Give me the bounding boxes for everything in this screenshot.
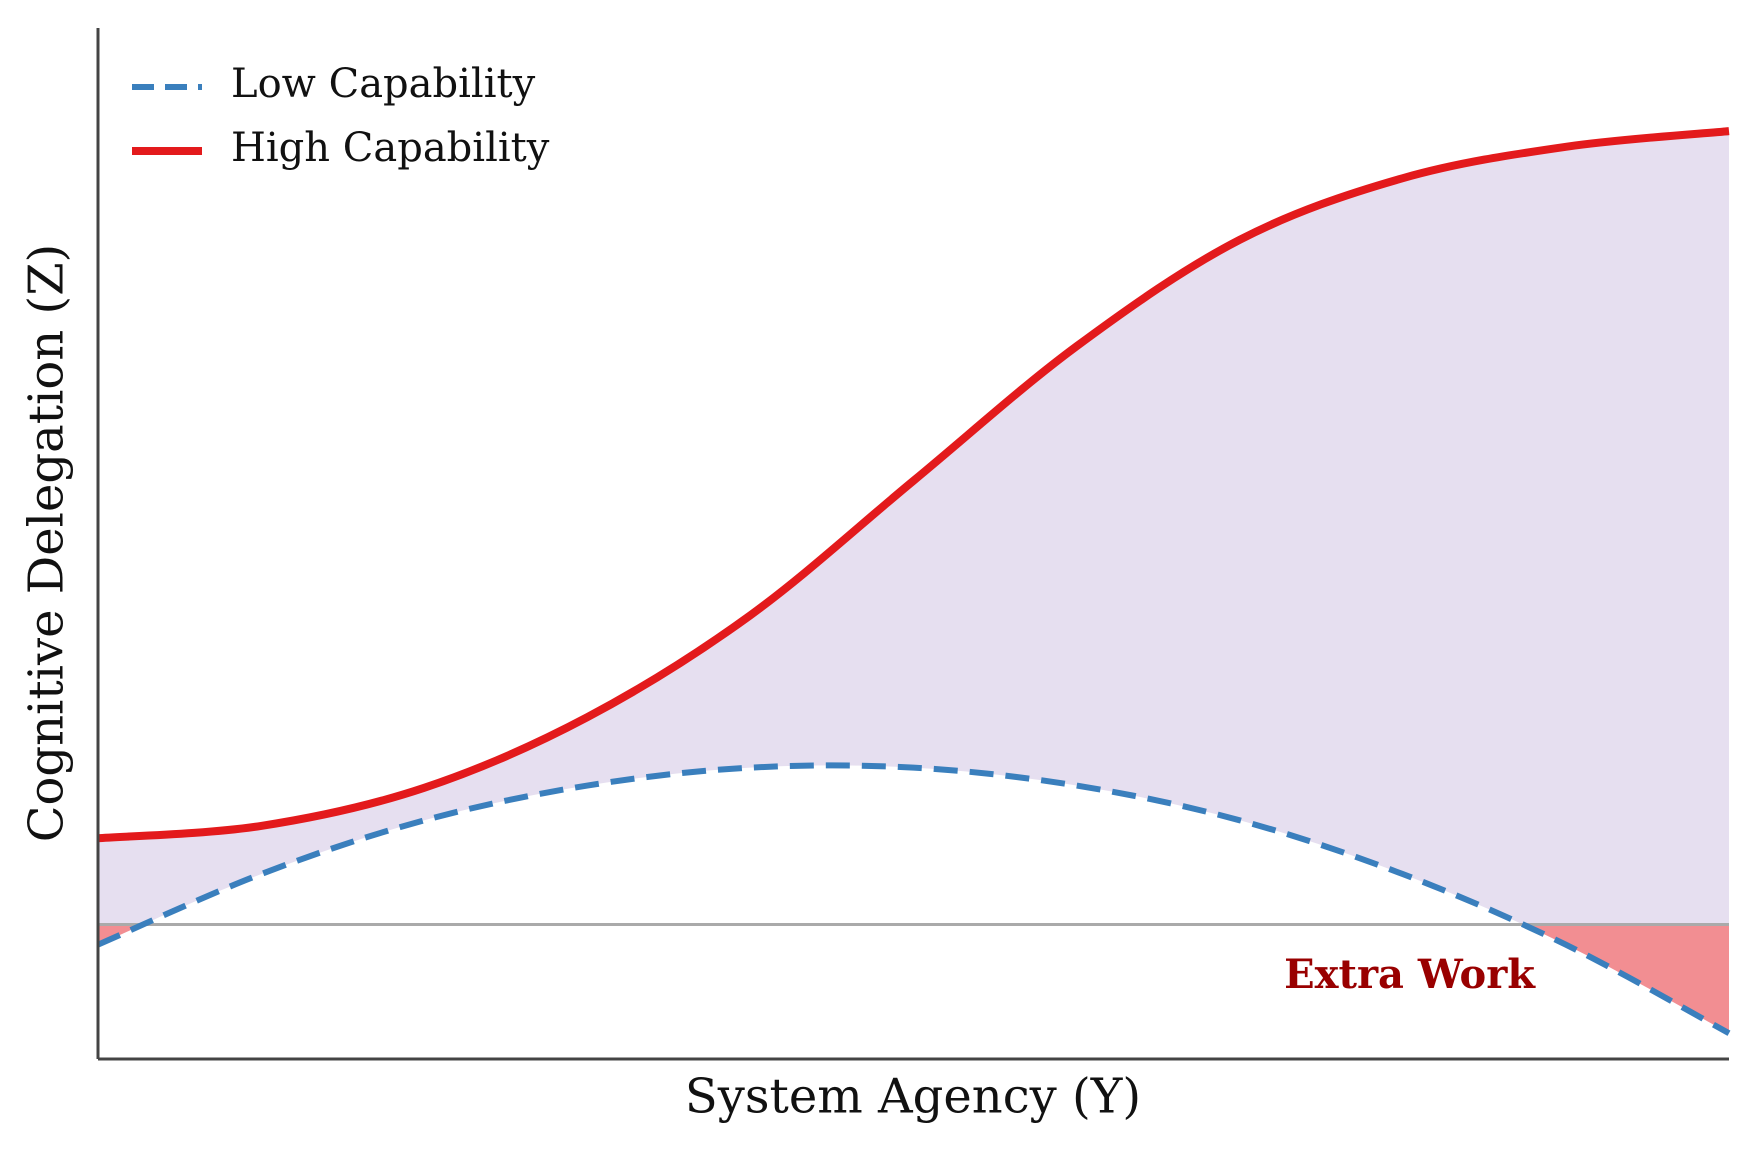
- annotation: Extra Work: [1284, 951, 1536, 998]
- y-axis-label: Cognitive Delegation (Z): [19, 244, 75, 843]
- legend-label: Low Capability: [231, 61, 536, 107]
- extra-work-area: [98, 924, 1729, 1034]
- legend-label: High Capability: [231, 125, 550, 171]
- x-axis-label: System Agency (Y): [685, 1069, 1141, 1125]
- series-line: [97, 127, 1730, 843]
- series-line: [96, 762, 1731, 1036]
- gap-area: [98, 131, 1729, 1034]
